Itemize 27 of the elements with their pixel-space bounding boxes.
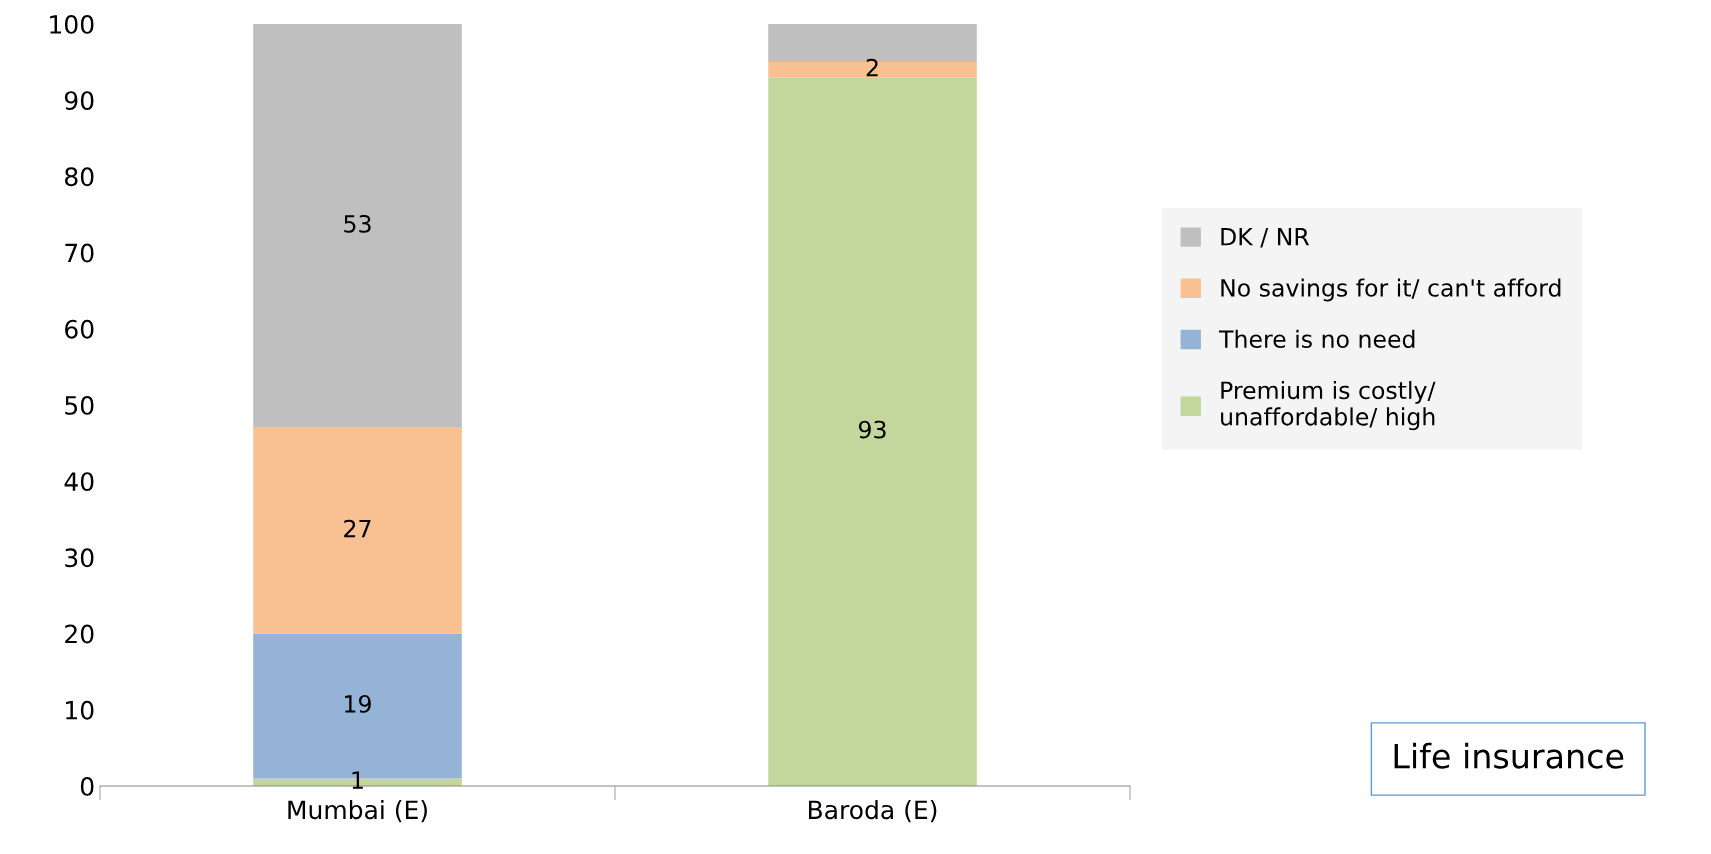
bar [253, 24, 462, 428]
legend-label: DK / NR [1221, 228, 1310, 248]
data-label: 27 [344, 519, 371, 538]
y-tick-label: 70 [65, 243, 94, 263]
y-tick-label: 100 [50, 14, 94, 34]
y-tick-label: 10 [66, 700, 94, 720]
bar [253, 427, 462, 634]
y-tick-label: 60 [65, 319, 94, 339]
data-label: 1 [352, 771, 363, 789]
legend-label: There is no need [1219, 329, 1415, 349]
bar [768, 77, 977, 786]
y-tick-label: 50 [65, 395, 94, 415]
text: Life insurance [1394, 742, 1624, 769]
data-label: 53 [344, 214, 371, 233]
x-tick-label: Baroda (E) [808, 799, 937, 823]
legend-label: No savings for it/ can't afford [1221, 278, 1561, 302]
data-label: 19 [345, 694, 371, 713]
data-label: 93 [858, 420, 886, 439]
x-tick-label: Mumbai (E) [288, 799, 427, 823]
y-tick-label: 40 [64, 472, 94, 492]
data-label: 2 [866, 58, 878, 77]
y-tick-label: 0 [80, 776, 94, 796]
y-tick-label: 20 [65, 624, 94, 644]
y-tick-label: 90 [64, 91, 94, 111]
legend-label: Premium is costly/ unaffordable/ high [1221, 380, 1436, 431]
y-tick-label: 30 [65, 548, 94, 568]
y-tick-label: 80 [65, 167, 94, 187]
